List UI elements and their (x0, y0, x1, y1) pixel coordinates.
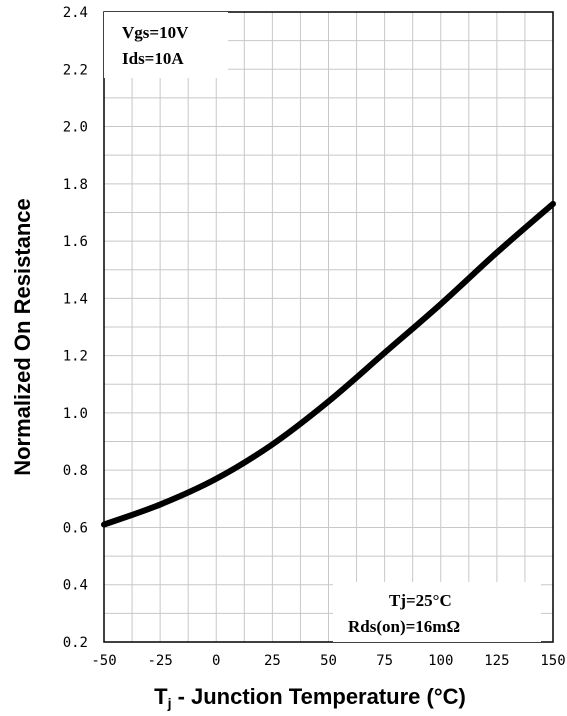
x-tick-label: 100 (428, 653, 453, 669)
y-tick-label: 2.0 (63, 120, 88, 136)
annotation-rds: Rds(on)=16mΩ (348, 617, 460, 636)
y-tick-label: 1.0 (63, 406, 88, 422)
x-tick-label: 50 (320, 653, 337, 669)
y-tick-labels: 0.2 0.4 0.6 0.8 1.0 1.2 1.4 1.6 1.8 2.0 2.2 2.4 (63, 5, 88, 651)
y-axis-label: Normalized On Resistance (10, 198, 35, 476)
x-axis-label: Tj - Junction Temperature (°C) (154, 684, 466, 711)
grid (103, 11, 554, 643)
x-tick-label: 25 (264, 653, 281, 669)
x-tick-label: -25 (147, 653, 172, 669)
annotation-top-left: Vgs=10V Ids=10A (104, 12, 228, 78)
x-tick-label: -50 (91, 653, 116, 669)
series-line (101, 200, 556, 528)
annotation-ids: Ids=10A (122, 49, 184, 68)
y-tick-label: 0.2 (63, 635, 88, 651)
x-tick-label: 75 (376, 653, 393, 669)
y-tick-label: 2.2 (63, 62, 88, 78)
y-tick-label: 0.4 (63, 578, 88, 594)
x-tick-label: 150 (540, 653, 565, 669)
y-tick-label: 1.8 (63, 177, 88, 193)
y-tick-label: 1.2 (63, 349, 88, 365)
x-tick-label: 0 (212, 653, 220, 669)
y-tick-label: 1.4 (63, 291, 88, 307)
plot-frame (103, 11, 554, 643)
x-tick-label: 125 (484, 653, 509, 669)
y-tick-label: 1.6 (63, 234, 88, 250)
x-tick-labels: -50 -25 0 25 50 75 100 125 150 (91, 653, 565, 669)
annotation-bottom-right: Tj=25°C Rds(on)=16mΩ (333, 582, 541, 642)
y-tick-label: 0.8 (63, 463, 88, 479)
annotation-vgs: Vgs=10V (122, 23, 189, 42)
y-tick-label: 2.4 (63, 5, 88, 21)
annotation-tj: Tj=25°C (389, 591, 452, 610)
y-tick-label: 0.6 (63, 520, 88, 536)
